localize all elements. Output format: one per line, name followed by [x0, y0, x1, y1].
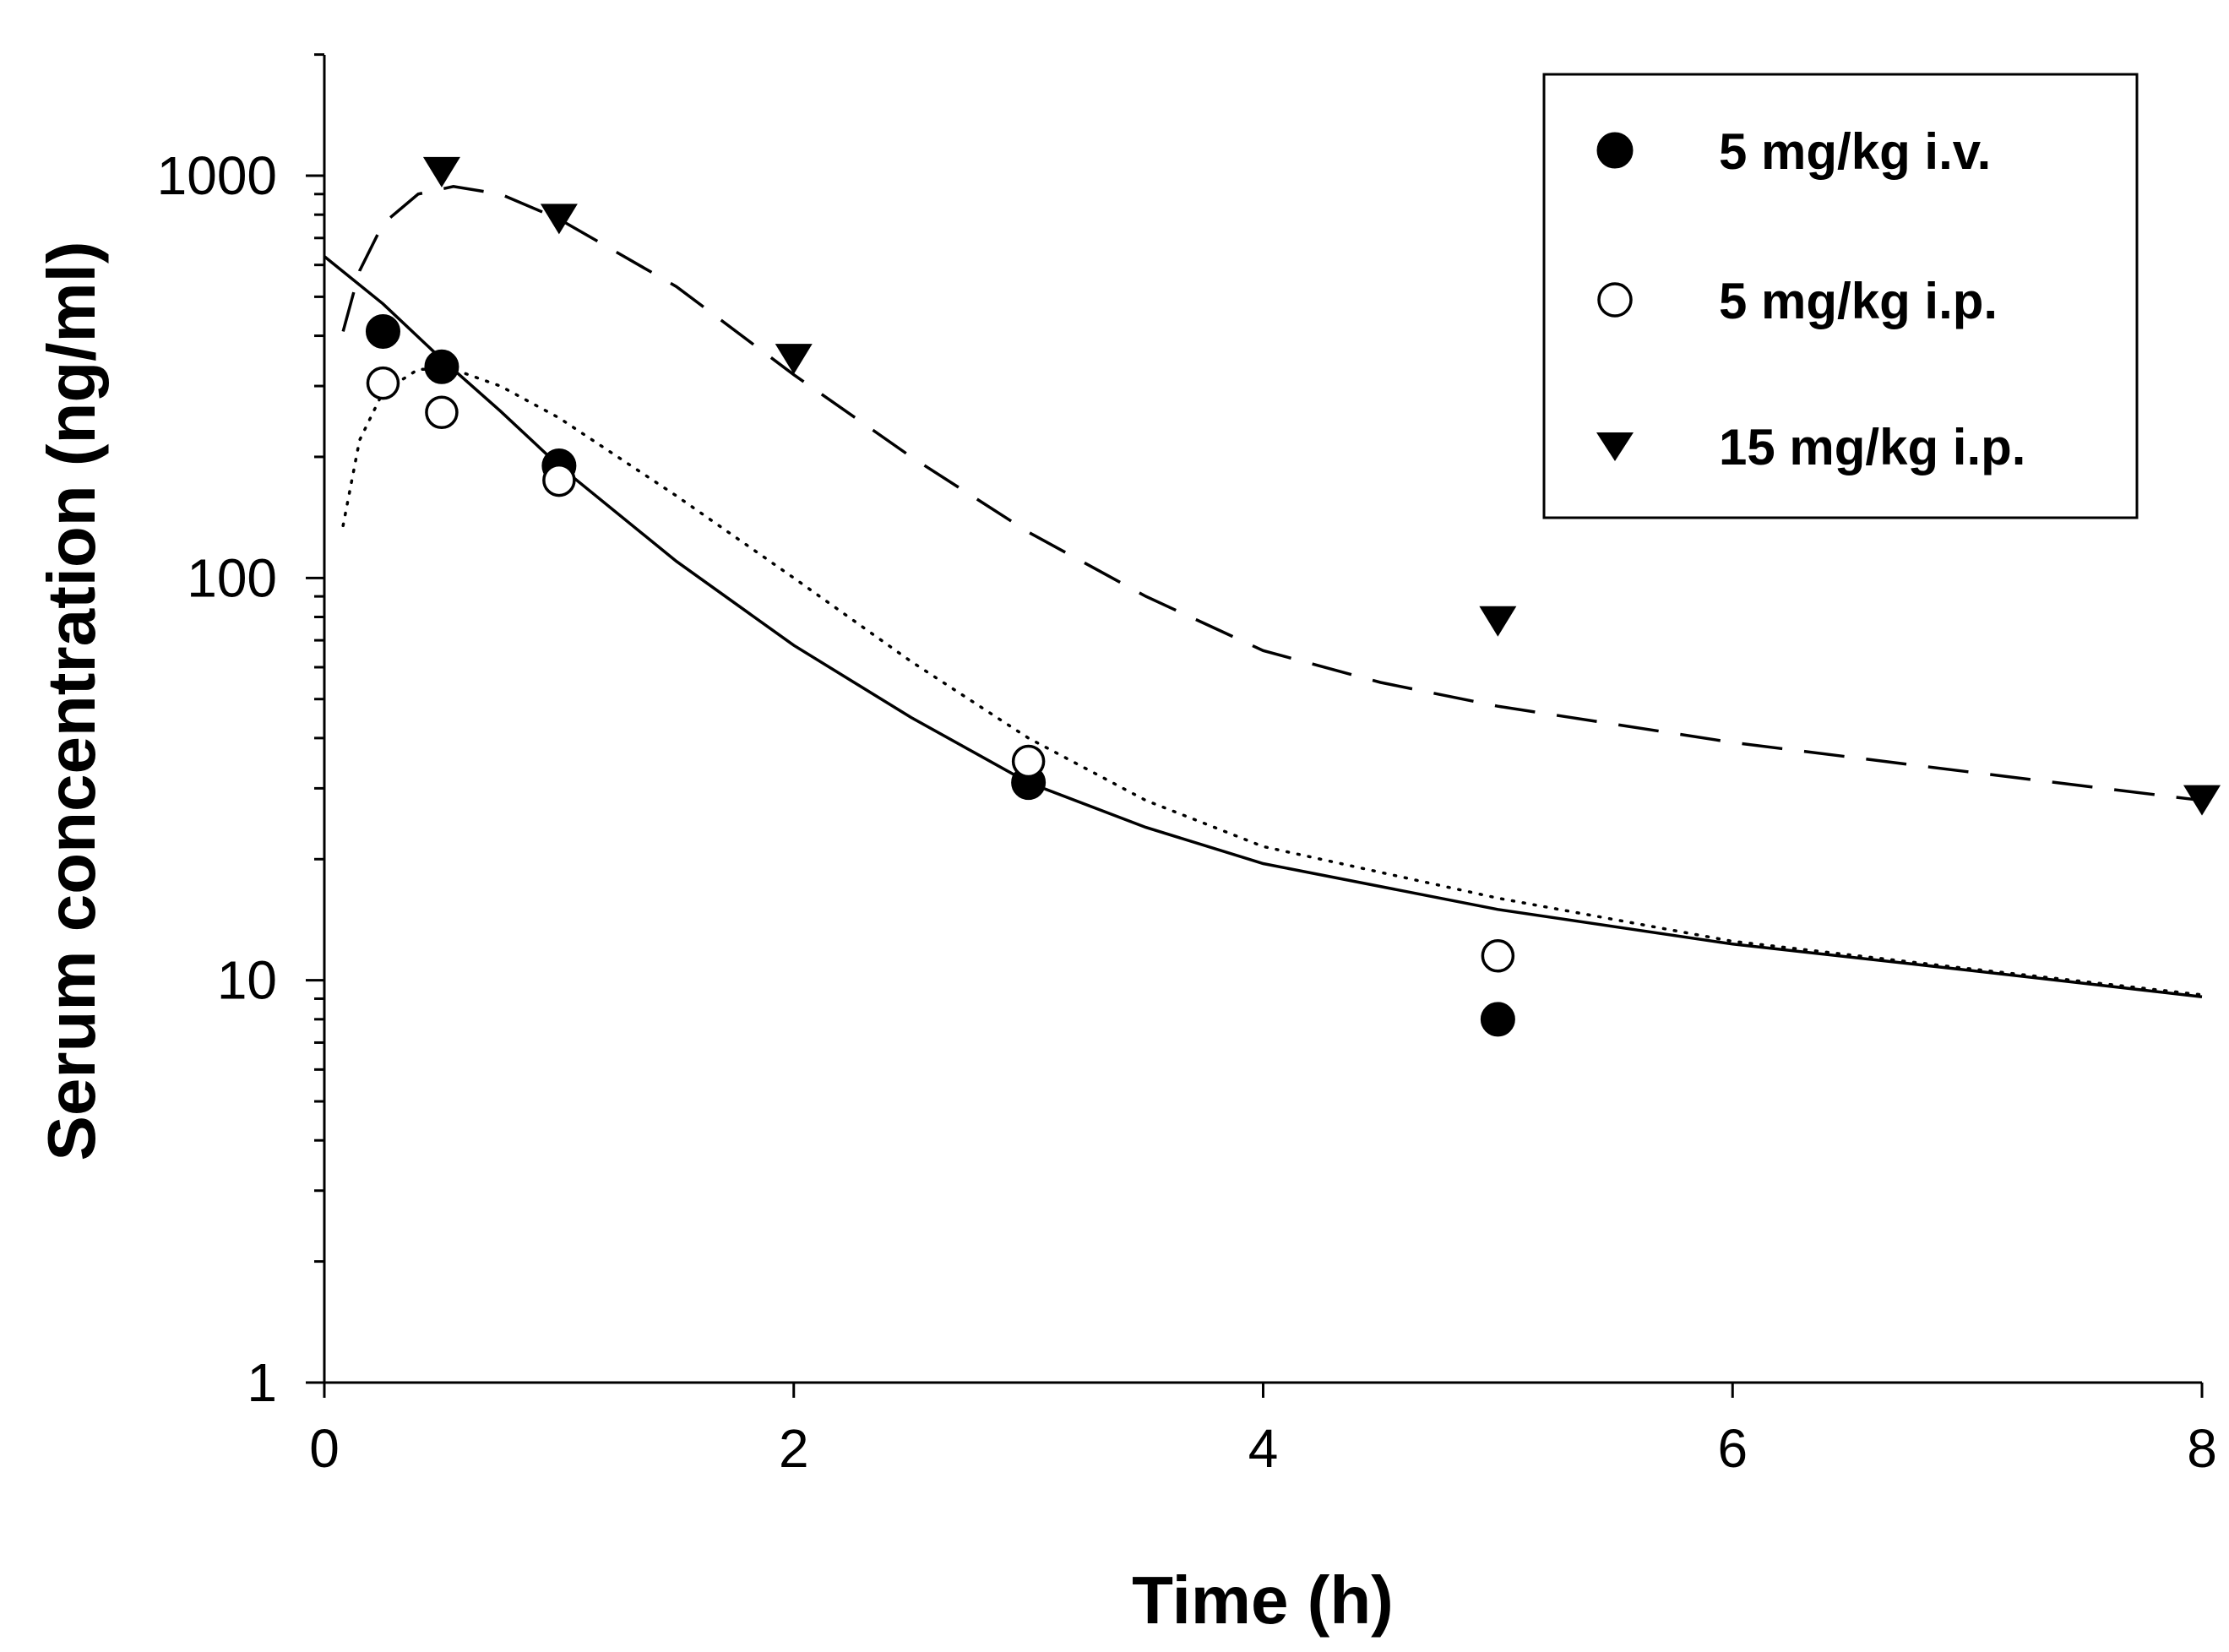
data-point-ip15	[540, 204, 578, 235]
data-markers	[365, 156, 2221, 1037]
data-point-ip15	[422, 156, 460, 187]
fit-curves	[323, 185, 2204, 998]
data-point-iv	[424, 349, 459, 384]
data-point-ip15	[2183, 785, 2221, 816]
x-tick-label: 4	[1248, 1418, 1279, 1479]
y-tick-label: 1	[247, 1352, 277, 1413]
x-tick-label: 8	[2187, 1418, 2217, 1479]
x-tick-label: 6	[1717, 1418, 1748, 1479]
legend-label-ip5: 5 mg/kg i.p.	[1719, 273, 1998, 329]
x-axis-title: Time (h)	[1132, 1562, 1394, 1638]
y-tick-label: 1000	[157, 145, 277, 206]
legend: 5 mg/kg i.v. 5 mg/kg i.p. 15 mg/kg i.p.	[1542, 73, 2139, 519]
data-point-ip15	[1479, 606, 1517, 637]
fit-curve-series-2	[341, 185, 2203, 802]
data-point-iv	[365, 313, 400, 349]
legend-box	[1542, 73, 2139, 519]
legend-marker-ip5	[1597, 282, 1633, 318]
legend-marker-iv	[1596, 132, 1634, 169]
x-tick-label: 0	[309, 1418, 340, 1479]
fit-curve-series-0	[323, 255, 2203, 998]
data-point-ip5	[1481, 939, 1515, 973]
x-tick-label: 2	[779, 1418, 809, 1479]
data-point-ip5	[1011, 744, 1046, 779]
legend-label-iv: 5 mg/kg i.v.	[1719, 123, 1991, 180]
data-point-iv	[1480, 1002, 1515, 1037]
data-point-ip5	[542, 463, 576, 497]
legend-marker-ip15	[1596, 432, 1634, 461]
y-tick-label: 100	[187, 547, 277, 608]
y-tick-label: 10	[217, 950, 277, 1011]
fit-curve-series-1	[341, 367, 2204, 997]
ticks: 0 2 4 6 8 1 10 100 1000	[157, 53, 2217, 1479]
data-point-ip5	[425, 395, 459, 430]
data-point-ip15	[775, 344, 813, 375]
y-axis-title: Serum concentration (ng/ml)	[34, 242, 109, 1161]
legend-label-ip15: 15 mg/kg i.p.	[1719, 419, 2025, 475]
data-point-ip5	[366, 366, 400, 400]
